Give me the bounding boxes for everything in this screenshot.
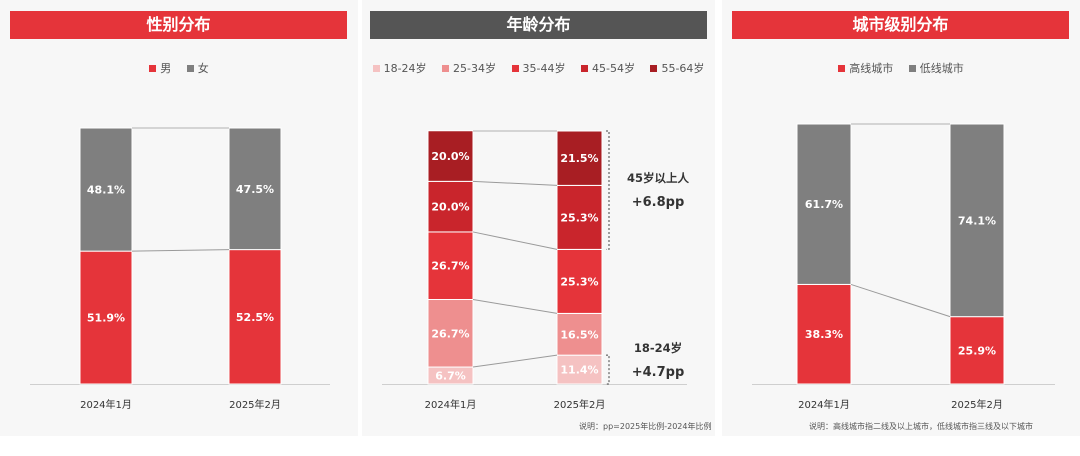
legend-swatch-male <box>149 65 157 72</box>
legend-label-male: 男 <box>160 62 172 75</box>
age-bar-1-series-0 <box>556 354 603 385</box>
age-bracket <box>606 354 610 385</box>
age-legend: 18-24岁 25-34岁 35-44岁 45-54岁 55-64岁 <box>362 60 715 76</box>
age-data-label: 20.0% <box>431 201 469 214</box>
age-data-label: 11.4% <box>560 364 598 377</box>
age-bar-1-series-3 <box>556 184 603 250</box>
city-panel: 城市级别分布 高线城市 低线城市 38.3% 61.7% 2024年1月 25.9% 7… <box>722 0 1080 436</box>
legend-item-low-tier: 低线城市 <box>908 60 964 76</box>
legend-label-18-24: 18-24岁 <box>383 62 427 75</box>
legend-label-25-34: 25-34岁 <box>453 62 497 75</box>
legend-label-high-tier: 高线城市 <box>849 62 894 75</box>
gender-panel: 性别分布 男 女 51.9% 48.1% 2024年1月 52.5% 47.5% 2025… <box>0 0 358 436</box>
legend-item-high-tier: 高线城市 <box>838 60 893 76</box>
gender-bar-0-series-0 <box>79 250 133 385</box>
legend-item-35-44: 35-44岁 <box>511 60 566 76</box>
legend-item-18-24: 18-24岁 <box>372 60 427 76</box>
city-data-label: 25.9% <box>958 344 996 357</box>
gender-legend: 男 女 <box>0 60 358 76</box>
legend-label-low-tier: 低线城市 <box>919 62 964 75</box>
legend-swatch-low-tier <box>908 65 916 72</box>
age-annotation-value: +4.7pp <box>632 365 685 380</box>
city-data-label: 38.3% <box>805 328 843 341</box>
legend-swatch-45-54 <box>580 65 588 72</box>
gender-category-label: 2025年2月 <box>229 398 281 411</box>
age-chart: 6.7% 26.7% 26.7% 20.0% 20.0% 2024年1月 11.4% 16.5… <box>382 130 690 411</box>
legend-label-55-64: 55-64岁 <box>661 62 705 75</box>
age-connector <box>472 354 558 368</box>
legend-label-45-54: 45-54岁 <box>591 62 635 75</box>
gender-title: 性别分布 <box>10 11 347 39</box>
age-data-label: 25.3% <box>560 275 598 288</box>
gender-category-label: 2024年1月 <box>80 398 132 411</box>
legend-label-female: 女 <box>197 62 209 75</box>
age-data-label: 25.3% <box>560 211 598 224</box>
age-annotation-label: 45岁以上人 <box>627 171 690 185</box>
age-data-label: 26.7% <box>431 327 469 340</box>
age-bar-1-series-2 <box>556 248 603 314</box>
city-bar-1-series-1 <box>949 123 1005 318</box>
age-annotation-label: 18-24岁 <box>634 341 682 355</box>
legend-swatch-55-64 <box>650 65 658 72</box>
gender-bar-1-series-1 <box>228 127 282 251</box>
city-legend: 高线城市 低线城市 <box>722 60 1080 76</box>
legend-item-25-34: 25-34岁 <box>442 60 496 76</box>
age-connector <box>472 180 558 186</box>
city-bar-0-series-0 <box>796 283 852 385</box>
city-category-label: 2025年2月 <box>951 398 1003 411</box>
age-data-label: 6.7% <box>435 370 466 383</box>
age-bar-0-series-4 <box>427 130 474 182</box>
age-bracket <box>606 130 610 250</box>
age-bar-1-series-1 <box>556 312 603 356</box>
age-category-label: 2025年2月 <box>554 398 606 411</box>
gender-data-label: 52.5% <box>236 311 274 324</box>
city-category-label: 2024年1月 <box>798 398 850 411</box>
age-data-label: 16.5% <box>560 328 598 341</box>
gender-data-label: 47.5% <box>236 183 274 196</box>
legend-swatch-35-44 <box>511 65 519 72</box>
age-bar-0-series-3 <box>427 180 474 233</box>
gender-data-label: 48.1% <box>87 184 125 197</box>
age-data-label: 21.5% <box>560 152 598 165</box>
age-title: 年龄分布 <box>370 11 707 39</box>
city-connector <box>850 283 951 318</box>
age-category-label: 2024年1月 <box>425 398 477 411</box>
legend-item-female: 女 <box>186 60 209 76</box>
legend-swatch-18-24 <box>372 65 380 72</box>
city-note: 说明：高线城市指二线及以上城市，低线城市指三线及以下城市 <box>809 422 1033 431</box>
age-connector <box>472 299 558 314</box>
legend-item-55-64: 55-64岁 <box>650 60 704 76</box>
age-bar-1-series-4 <box>556 130 603 186</box>
city-data-label: 74.1% <box>958 214 996 227</box>
city-bar-1-series-0 <box>949 316 1005 385</box>
city-chart: 38.3% 61.7% 2024年1月 25.9% 74.1% 2025年2月 <box>752 123 1055 411</box>
city-data-label: 61.7% <box>805 198 843 211</box>
gender-data-label: 51.9% <box>87 312 125 325</box>
legend-item-45-54: 45-54岁 <box>580 60 635 76</box>
legend-swatch-female <box>186 65 194 72</box>
age-annotation-value: +6.8pp <box>632 195 685 210</box>
age-panel: 年龄分布 18-24岁 25-34岁 35-44岁 45-54岁 55-64岁 … <box>362 0 715 436</box>
city-bar-0-series-1 <box>796 123 852 285</box>
gender-connector <box>131 249 230 252</box>
legend-swatch-high-tier <box>838 65 846 72</box>
age-note: 说明：pp=2025年比例-2024年比例 <box>579 422 712 431</box>
age-data-label: 26.7% <box>431 260 469 273</box>
gender-bar-0-series-1 <box>79 127 133 252</box>
legend-label-35-44: 35-44岁 <box>522 62 566 75</box>
gender-chart: 51.9% 48.1% 2024年1月 52.5% 47.5% 2025年2月 <box>30 127 330 411</box>
legend-item-male: 男 <box>149 60 171 76</box>
city-title: 城市级别分布 <box>732 11 1069 39</box>
gender-bar-1-series-0 <box>228 249 282 385</box>
age-data-label: 20.0% <box>431 150 469 163</box>
age-bar-0-series-1 <box>427 298 474 368</box>
age-connector <box>472 231 558 250</box>
legend-swatch-25-34 <box>442 65 450 72</box>
